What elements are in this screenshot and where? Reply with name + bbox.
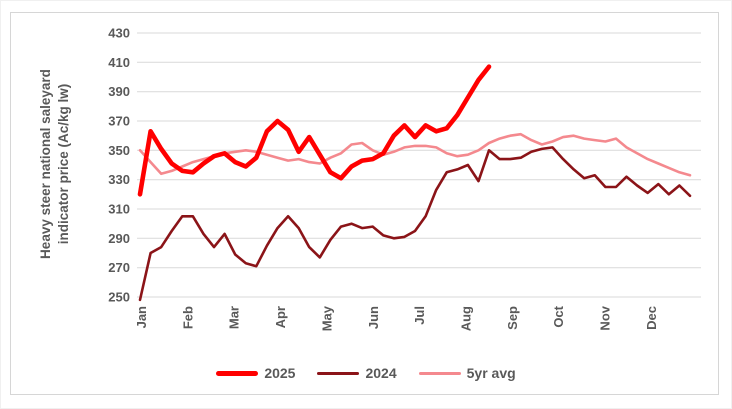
y-tick-410: 410 — [108, 55, 130, 70]
y-tick-310: 310 — [108, 202, 130, 217]
legend-swatch-2025-line — [216, 370, 259, 376]
chart-border-box — [10, 12, 719, 395]
legend-item-2025[interactable]: 2025 — [216, 365, 295, 381]
series-line-5yr-avg — [138, 132, 692, 177]
chart-legend: 2025 2024 5yr avg — [0, 362, 732, 384]
x-tick-apr: Apr — [273, 306, 288, 328]
y-tick-370: 370 — [108, 114, 130, 129]
series-line-2025 — [137, 64, 492, 197]
x-tick-sep: Sep — [505, 306, 520, 330]
x-tick-dec: Dec — [644, 306, 659, 330]
legend-label-2024: 2024 — [365, 365, 397, 381]
x-tick-feb: Feb — [180, 306, 195, 329]
y-tick-390: 390 — [108, 84, 130, 99]
series-line-2024 — [138, 146, 692, 302]
legend-swatch-5yr-avg-line — [418, 371, 461, 375]
legend-item-2024[interactable]: 2024 — [317, 365, 397, 381]
y-tick-330: 330 — [108, 172, 130, 187]
x-tick-oct: Oct — [551, 305, 566, 327]
x-tick-jan: Jan — [134, 306, 149, 328]
x-tick-jun: Jun — [366, 306, 381, 329]
x-tick-nov: Nov — [598, 305, 613, 330]
y-tick-270: 270 — [108, 260, 130, 275]
legend-label-2025: 2025 — [264, 365, 296, 381]
y-tick-430: 430 — [108, 26, 130, 41]
x-tick-may: May — [319, 305, 334, 331]
legend-swatch-2024-line — [317, 371, 360, 375]
x-tick-jul: Jul — [412, 306, 427, 325]
legend-label-5yr-avg: 5yr avg — [466, 365, 516, 381]
legend-item-5yr-avg[interactable]: 5yr avg — [418, 365, 516, 381]
x-tick-aug: Aug — [459, 306, 474, 331]
y-tick-250: 250 — [108, 290, 130, 305]
x-tick-mar: Mar — [227, 306, 242, 329]
y-tick-350: 350 — [108, 143, 130, 158]
y-tick-290: 290 — [108, 231, 130, 246]
